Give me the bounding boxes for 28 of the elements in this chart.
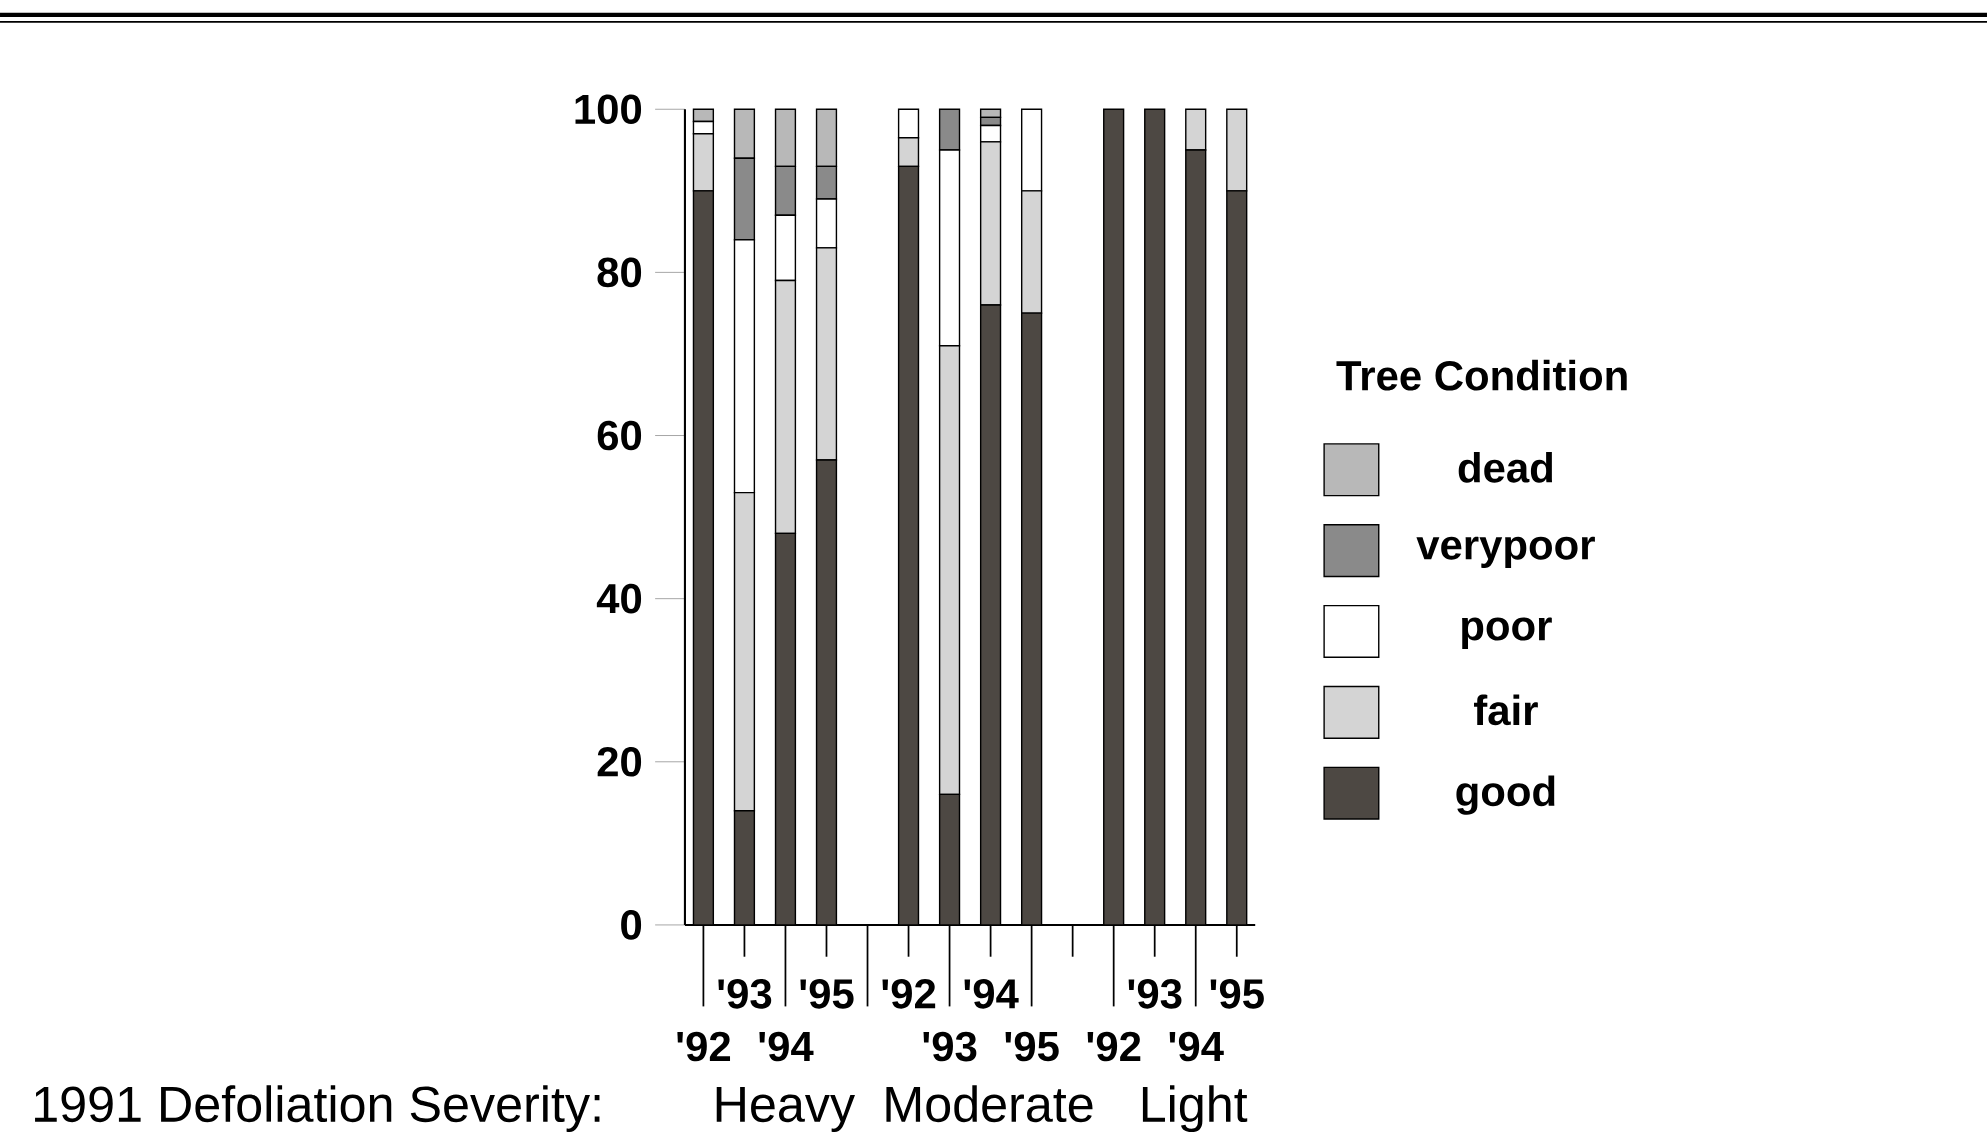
legend-title: Tree Condition: [1336, 360, 1627, 391]
text: Light: [1142, 1085, 1248, 1133]
x-tick-label: '93: [1128, 979, 1182, 1009]
legend-label: poor: [1462, 617, 1552, 650]
x-tick-label: '95: [1005, 1031, 1059, 1062]
x-tick-label: '92: [882, 979, 936, 1009]
legend-label: dead: [1458, 452, 1553, 483]
x-tick-label: '94: [759, 1031, 814, 1062]
text: 1991 Defoliation Severity:: [35, 1085, 600, 1133]
x-tick-label: '94: [1169, 1031, 1224, 1062]
y-tick-label: 100: [575, 94, 642, 125]
text: Moderate: [886, 1085, 1093, 1123]
x-tick-label: '94: [964, 979, 1019, 1009]
y-tick-label: 20: [597, 747, 642, 777]
x-tick-label: '92: [677, 1031, 731, 1062]
y-tick-label: 0: [621, 910, 642, 940]
x-tick-label: '95: [800, 979, 854, 1009]
legend-label: fair: [1474, 694, 1538, 726]
x-tick-label: '93: [923, 1031, 977, 1062]
y-tick-label: 40: [596, 584, 642, 614]
x-tick-label: '95: [1210, 979, 1264, 1009]
x-tick-label: '93: [718, 979, 772, 1009]
legend-label: good: [1456, 775, 1555, 815]
y-tick-label: 60: [597, 420, 642, 451]
legend-label: verypoor: [1416, 536, 1595, 569]
x-tick-label: '92: [1087, 1031, 1141, 1062]
text: Heavy: [716, 1087, 855, 1133]
y-tick-label: 80: [597, 257, 642, 288]
